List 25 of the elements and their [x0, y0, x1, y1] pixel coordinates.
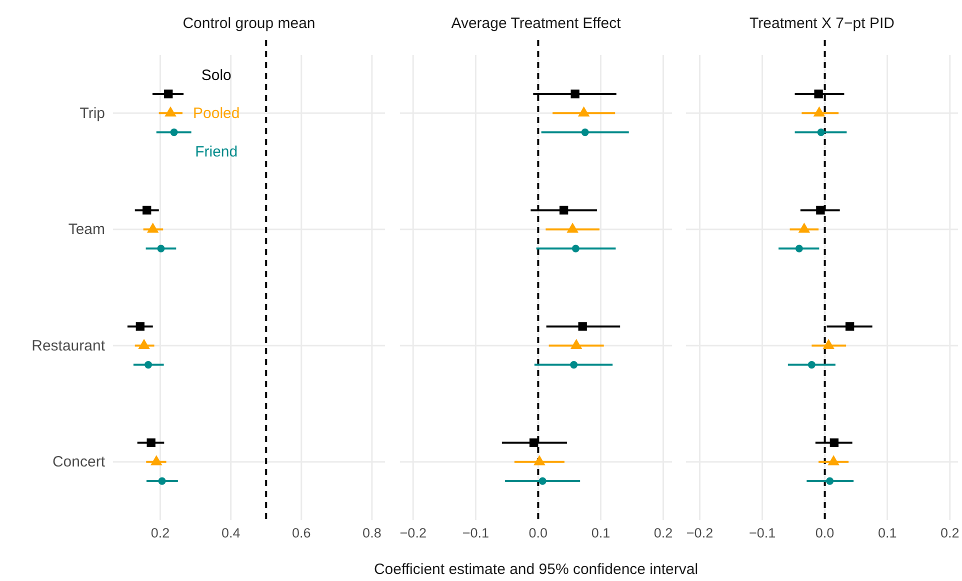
x-tick-label: 0.6: [292, 526, 311, 541]
chart-title: Treatment X 7−pt PID: [750, 15, 895, 32]
x-tick-label: 0.0: [815, 526, 834, 541]
x-tick-label: 0.1: [591, 526, 610, 541]
series-label: Pooled: [193, 105, 240, 122]
y-tick-label: Trip: [80, 104, 105, 122]
x-tick-label: −0.1: [462, 526, 489, 541]
x-tick-label: 0.2: [654, 526, 673, 541]
x-tick-label: 0.2: [150, 526, 170, 541]
x-tick-label: 0.0: [528, 526, 548, 541]
series-label: Solo: [201, 66, 232, 84]
x-tick-label: 0.2: [940, 526, 960, 541]
x-tick-label: −0.1: [748, 526, 776, 541]
chart-title: Control group mean: [182, 15, 316, 32]
x-axis-title: Coefficient estimate and 95% confidence interval: [374, 561, 698, 578]
y-tick-label: Restaurant: [32, 337, 106, 354]
series-label: Friend: [195, 143, 238, 160]
x-tick-label: −0.2: [400, 526, 426, 541]
x-tick-label: 0.1: [878, 526, 897, 541]
x-tick-label: 0.4: [221, 526, 241, 541]
x-tick-label: 0.8: [362, 526, 382, 541]
x-tick-label: −0.2: [686, 526, 714, 541]
y-tick-label: Concert: [52, 454, 106, 471]
y-tick-label: Team: [68, 221, 105, 238]
chart-title: Average Treatment Effect: [451, 15, 622, 32]
